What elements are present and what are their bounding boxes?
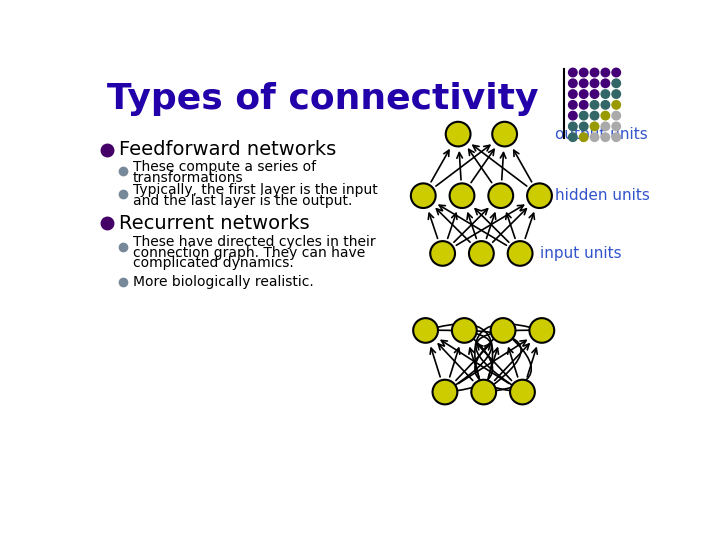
Circle shape [590, 79, 599, 87]
Circle shape [569, 79, 577, 87]
Circle shape [569, 68, 577, 77]
Circle shape [601, 122, 610, 131]
Circle shape [580, 122, 588, 131]
Text: connection graph. They can have: connection graph. They can have [132, 246, 365, 260]
Circle shape [580, 90, 588, 98]
Circle shape [580, 79, 588, 87]
Circle shape [433, 380, 457, 404]
Circle shape [590, 90, 599, 98]
Circle shape [590, 122, 599, 131]
Circle shape [601, 100, 610, 109]
Circle shape [529, 318, 554, 343]
Circle shape [569, 122, 577, 131]
Text: Typically, the first layer is the input: Typically, the first layer is the input [132, 183, 377, 197]
Circle shape [590, 111, 599, 120]
Text: Feedforward networks: Feedforward networks [120, 140, 337, 159]
Circle shape [508, 241, 533, 266]
Circle shape [569, 100, 577, 109]
Circle shape [580, 68, 588, 77]
Circle shape [492, 122, 517, 146]
Circle shape [612, 122, 621, 131]
Circle shape [413, 318, 438, 343]
Circle shape [580, 100, 588, 109]
Text: These have directed cycles in their: These have directed cycles in their [132, 235, 375, 249]
Circle shape [490, 318, 516, 343]
Circle shape [590, 100, 599, 109]
Circle shape [601, 68, 610, 77]
Circle shape [569, 111, 577, 120]
Circle shape [527, 184, 552, 208]
Circle shape [601, 133, 610, 141]
Text: Types of connectivity: Types of connectivity [107, 82, 539, 116]
Text: output units: output units [555, 126, 648, 141]
Circle shape [580, 133, 588, 141]
Circle shape [612, 90, 621, 98]
Text: complicated dynamics.: complicated dynamics. [132, 256, 293, 271]
Circle shape [612, 111, 621, 120]
Text: Recurrent networks: Recurrent networks [120, 214, 310, 233]
Circle shape [411, 184, 436, 208]
Circle shape [431, 241, 455, 266]
Circle shape [612, 68, 621, 77]
Circle shape [601, 79, 610, 87]
Circle shape [612, 133, 621, 141]
Circle shape [612, 100, 621, 109]
Circle shape [488, 184, 513, 208]
Text: hidden units: hidden units [555, 188, 650, 203]
Circle shape [612, 79, 621, 87]
Circle shape [601, 90, 610, 98]
Circle shape [569, 90, 577, 98]
Circle shape [590, 68, 599, 77]
Text: input units: input units [539, 246, 621, 261]
Text: transformations: transformations [132, 171, 243, 185]
Text: These compute a series of: These compute a series of [132, 160, 316, 174]
Circle shape [580, 111, 588, 120]
Circle shape [472, 380, 496, 404]
Circle shape [469, 241, 494, 266]
Circle shape [601, 111, 610, 120]
Circle shape [510, 380, 535, 404]
Circle shape [452, 318, 477, 343]
Circle shape [449, 184, 474, 208]
Text: More biologically realistic.: More biologically realistic. [132, 275, 313, 289]
Circle shape [446, 122, 471, 146]
Circle shape [569, 133, 577, 141]
Circle shape [590, 133, 599, 141]
Text: and the last layer is the output.: and the last layer is the output. [132, 194, 352, 208]
